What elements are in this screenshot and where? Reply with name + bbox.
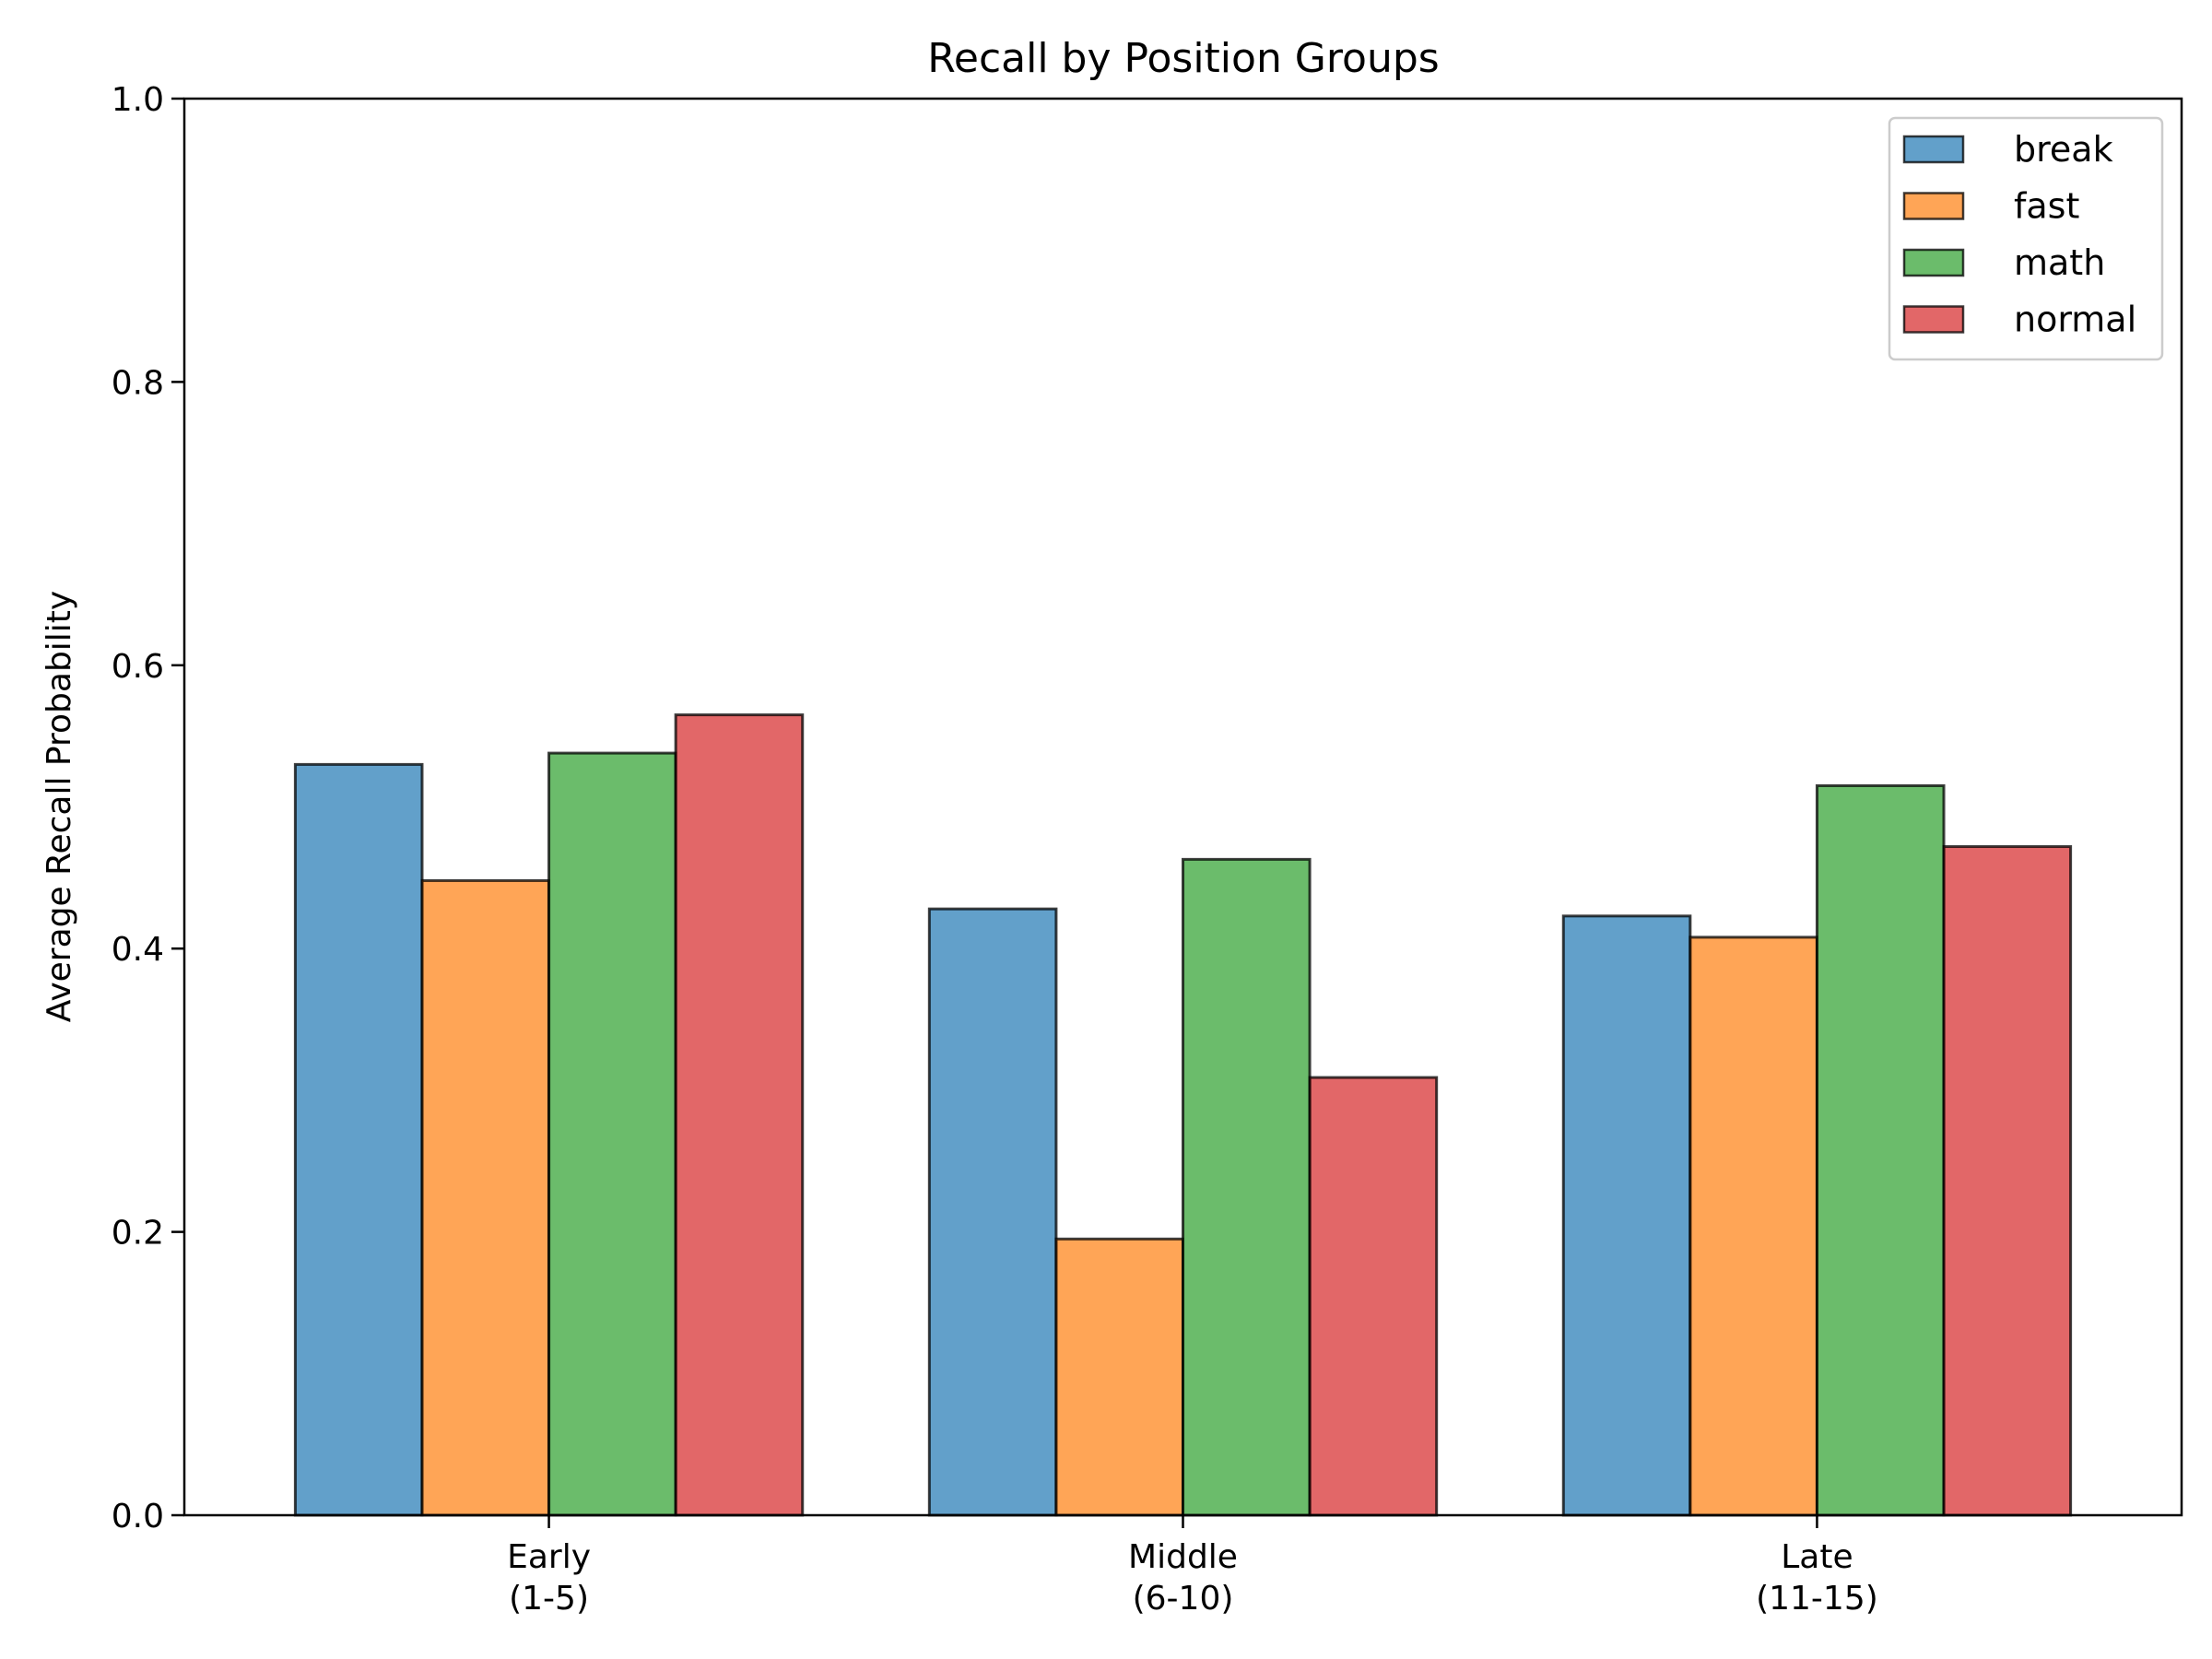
legend-box — [1888, 116, 2164, 361]
bar-normal-0 — [674, 713, 805, 1517]
legend-swatch-math — [1902, 248, 1965, 277]
bar-break-1 — [927, 907, 1058, 1517]
bar-fast-2 — [1688, 935, 1818, 1517]
bar-math-1 — [1182, 857, 1312, 1517]
x-tick-label: Late — [1781, 1538, 1853, 1576]
y-tick-label: 0.4 — [112, 931, 164, 969]
bar-math-0 — [547, 751, 677, 1517]
y-tick-label: 0.6 — [112, 648, 164, 686]
legend-label-math: math — [2014, 242, 2105, 283]
y-axis-ticks: 0.0 0.2 0.4 0.6 0.8 1.0 — [112, 81, 184, 1535]
legend-swatch-fast — [1902, 192, 1965, 220]
legend: break fast math normal — [1888, 116, 2164, 361]
x-tick-label: (11-15) — [1756, 1580, 1878, 1618]
legend-label-normal: normal — [2014, 300, 2136, 340]
y-tick-label: 1.0 — [112, 81, 164, 119]
y-tick-label: 0.8 — [112, 364, 164, 402]
legend-swatch-normal — [1902, 305, 1965, 334]
legend-swatch-break — [1902, 135, 1965, 164]
x-axis-ticks: Early (1-5) Middle (6-10) Late (11-15) — [507, 1515, 1878, 1618]
bar-normal-1 — [1308, 1076, 1439, 1517]
y-tick-label: 0.2 — [112, 1215, 164, 1253]
legend-label-fast: fast — [2014, 186, 2079, 227]
x-tick-label: Early — [507, 1538, 591, 1576]
bar-fast-1 — [1054, 1237, 1185, 1517]
bar-math-2 — [1815, 783, 1946, 1517]
x-tick-label: Middle — [1128, 1538, 1238, 1576]
bar-fast-0 — [420, 878, 551, 1517]
plot-frame — [182, 97, 2183, 1517]
y-axis-label: Average Recall Probability — [41, 591, 78, 1022]
bar-break-0 — [293, 762, 424, 1517]
y-tick-label: 0.0 — [112, 1498, 164, 1535]
legend-label-break: break — [2014, 129, 2113, 170]
chart-title: Recall by Position Groups — [927, 35, 1439, 82]
x-tick-label: (6-10) — [1133, 1580, 1234, 1618]
bar-break-2 — [1561, 914, 1692, 1517]
bars-group — [293, 713, 2073, 1517]
bar-normal-2 — [1942, 845, 2073, 1517]
x-tick-label: (1-5) — [509, 1580, 589, 1618]
